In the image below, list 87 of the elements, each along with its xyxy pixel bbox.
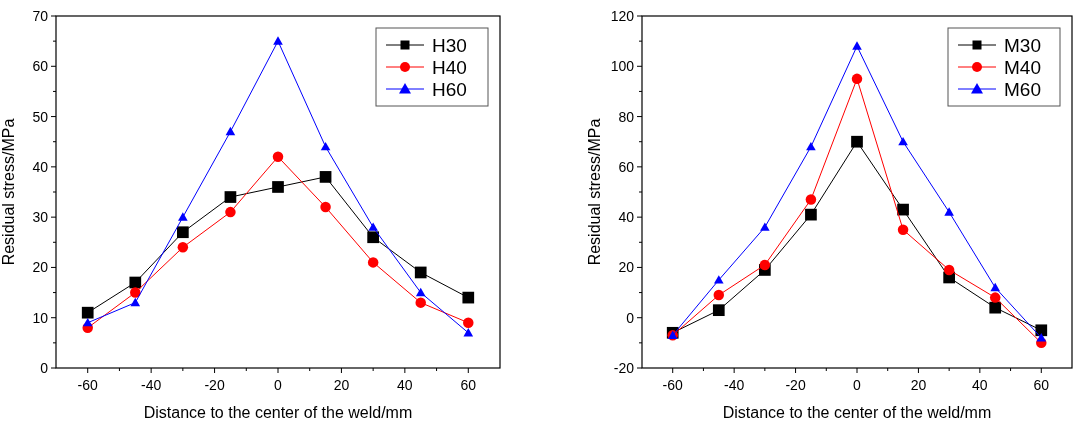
point	[760, 222, 770, 231]
y-tick-label: 100	[610, 58, 635, 75]
point	[320, 201, 331, 213]
point	[712, 304, 725, 317]
legend-label: M60	[1004, 79, 1041, 100]
y-tick-label: 0	[40, 360, 49, 376]
point	[805, 194, 817, 205]
y-tick-label: 40	[32, 158, 49, 175]
point	[897, 224, 909, 235]
y-tick-label: -20	[613, 360, 635, 376]
point	[713, 289, 725, 301]
legend-label: H30	[432, 35, 467, 56]
legend-label: H40	[432, 57, 467, 78]
point	[806, 141, 816, 151]
point	[82, 317, 93, 327]
point	[805, 208, 817, 221]
point	[130, 297, 141, 307]
x-axis-title: Distance to the center of the weld/mm	[722, 404, 992, 421]
point	[852, 41, 862, 50]
x-tick-label: -60	[77, 377, 99, 393]
point	[273, 36, 283, 45]
point	[224, 191, 237, 203]
x-tick-label: -20	[785, 377, 806, 393]
x-tick-label: 40	[397, 377, 413, 393]
point	[463, 328, 474, 337]
point	[368, 222, 378, 231]
y-axis-title: Residual stress/MPa	[586, 118, 603, 266]
point	[943, 264, 955, 276]
point	[713, 275, 724, 284]
point	[415, 297, 426, 308]
point	[898, 136, 908, 146]
point	[177, 242, 189, 253]
point	[944, 207, 954, 216]
x-tick-label: 20	[910, 377, 927, 393]
y-tick-label: 120	[610, 8, 635, 24]
legend-label: M40	[1004, 57, 1041, 78]
point	[990, 282, 1001, 292]
point	[1036, 333, 1047, 342]
point	[178, 212, 188, 221]
point	[415, 287, 426, 297]
legend-label: H60	[432, 79, 467, 100]
point	[320, 141, 331, 151]
point	[225, 206, 236, 218]
point	[851, 135, 863, 148]
point	[367, 231, 379, 244]
x-tick-label: 20	[333, 377, 350, 393]
point	[897, 203, 909, 216]
y-tick-label: 60	[618, 158, 635, 175]
x-tick-label: 60	[460, 377, 477, 393]
point	[851, 73, 863, 85]
point	[463, 317, 474, 328]
x-tick-label: 0	[853, 377, 862, 393]
point	[367, 257, 379, 268]
y-tick-label: 50	[32, 108, 49, 125]
x-tick-label: -40	[141, 377, 162, 393]
point	[129, 276, 142, 289]
x-tick-label: -40	[724, 377, 745, 393]
point	[989, 292, 1001, 303]
x-axis-title: Distance to the center of the weld/mm	[143, 404, 413, 421]
x-tick-label: 0	[274, 377, 283, 393]
point	[130, 287, 141, 298]
x-tick-label: 40	[972, 377, 988, 393]
y-tick-label: 70	[32, 8, 49, 24]
y-axis-title: Residual stress/MPa	[0, 118, 17, 266]
y-tick-label: 60	[32, 58, 49, 75]
y-tick-label: 80	[618, 108, 635, 125]
point	[319, 171, 332, 183]
point	[272, 151, 284, 163]
point	[462, 291, 475, 304]
y-tick-label: 30	[32, 209, 49, 226]
point	[759, 259, 771, 271]
y-tick-label: 0	[626, 309, 635, 326]
y-tick-label: 20	[32, 259, 49, 276]
point	[177, 226, 189, 239]
y-tick-label: 20	[618, 259, 635, 276]
point	[414, 266, 427, 279]
x-tick-label: -20	[204, 377, 225, 393]
point	[81, 306, 94, 319]
point	[272, 181, 284, 193]
x-tick-label: 60	[1033, 377, 1050, 393]
legend-label: M30	[1004, 35, 1041, 56]
point	[989, 301, 1002, 314]
point	[225, 126, 236, 136]
x-tick-label: -60	[662, 377, 684, 393]
y-tick-label: 40	[618, 209, 635, 226]
y-tick-label: 10	[32, 309, 49, 326]
point	[1035, 324, 1048, 337]
